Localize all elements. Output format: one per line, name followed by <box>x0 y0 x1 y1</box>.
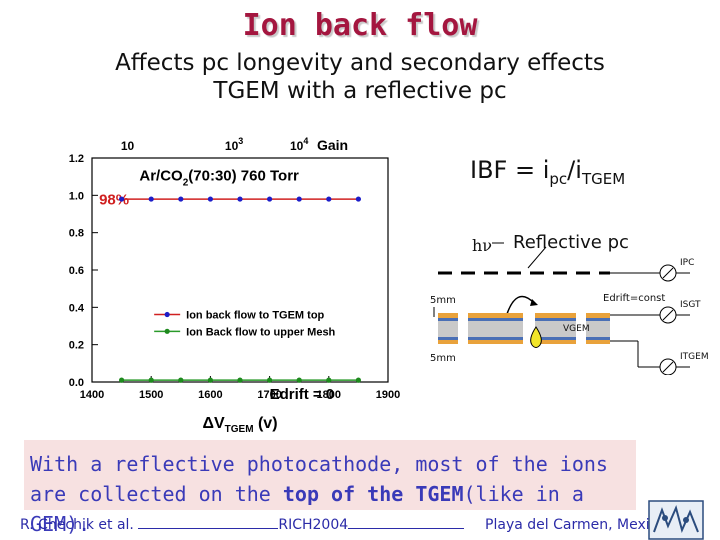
ion-arrowhead <box>530 299 538 306</box>
y-tick-label: 0.0 <box>69 377 84 389</box>
edrift-label: Edrift=const <box>603 293 665 304</box>
series-point <box>207 196 213 202</box>
x-tick-label: 1900 <box>376 389 400 401</box>
legend-marker <box>164 328 170 334</box>
footer-place: Playa del Carmen, Mexico <box>485 517 666 533</box>
gain-axis-label: Gain <box>317 137 348 153</box>
series-point <box>326 196 332 202</box>
x-tick-label: 1700 <box>257 389 281 401</box>
vgem-label: VGEM <box>563 324 590 334</box>
x-tick-label: 1400 <box>80 389 104 401</box>
gain-tick-label: 10 <box>121 139 135 153</box>
y-tick-label: 1.0 <box>69 190 84 202</box>
percent-label: 98% <box>99 192 129 209</box>
plot-frame <box>91 157 389 383</box>
series-point <box>267 377 273 383</box>
y-tick-label: 0.6 <box>69 265 84 277</box>
equation-sub-tgem: TGEM <box>581 169 626 188</box>
isgt-label: ISGT <box>680 300 701 310</box>
y-tick-label: 0.4 <box>69 302 85 314</box>
electron-drop <box>530 326 542 348</box>
setup-diagram: Reflective pc hν 5mm 5mm Edrift=const VG… <box>430 232 709 375</box>
gas-label: Ar/CO2(70:30) 760 Torr <box>139 167 299 188</box>
conclusion-note: With a reflective photocathode, most of … <box>24 440 636 536</box>
itgem-meter-arrow <box>662 361 674 373</box>
legend-label: Ion back flow to TGEM top <box>186 310 324 322</box>
tgem-hole-1 <box>458 313 468 344</box>
footer-author: R. Chechik et al. <box>20 517 134 533</box>
series-point <box>355 377 361 383</box>
series-point <box>119 196 125 202</box>
series-point <box>267 196 273 202</box>
footer-blank-2 <box>348 516 465 529</box>
series-point <box>237 196 243 202</box>
mm-top-label: 5mm <box>430 295 456 306</box>
note-text-1: With a reflective photocathode, most of … <box>30 452 608 506</box>
ipc-meter-arrow <box>662 267 674 279</box>
series-point <box>355 196 361 202</box>
footer-conf: RICH2004 <box>278 517 349 533</box>
series-point <box>178 377 184 383</box>
series-point <box>296 196 302 202</box>
reflective-pc-pointer <box>527 246 547 269</box>
series-point <box>148 196 154 202</box>
edrift-annotation: Edrift = 0 <box>270 386 335 403</box>
itgem-label: ITGEM <box>680 352 709 362</box>
ion-trajectory <box>505 295 535 318</box>
y-tick-label: 0.8 <box>69 228 84 240</box>
series-point <box>326 377 332 383</box>
legend-marker <box>164 311 170 318</box>
series-point <box>119 377 125 383</box>
equation-lhs: IBF = i <box>470 156 550 184</box>
x-tick-label: 1500 <box>139 389 163 401</box>
tgem-hole-3 <box>576 313 586 344</box>
equation-mid: /i <box>567 156 582 184</box>
legend-label: Ion Back flow to upper Mesh <box>186 326 335 338</box>
reflective-pc-label: Reflective pc <box>513 232 629 253</box>
series-point <box>296 377 302 383</box>
series-point <box>237 377 243 383</box>
ipc-label: IPC <box>680 258 694 268</box>
subtitle-line-1: Affects pc longevity and secondary effec… <box>115 50 605 76</box>
institute-logo-icon <box>648 500 704 540</box>
ibf-equation: IBF = ipc/iTGEM <box>470 156 625 188</box>
subtitle-line-2: TGEM with a reflective pc <box>213 78 507 104</box>
y-tick-label: 1.2 <box>69 153 84 165</box>
series-point <box>178 196 184 202</box>
slide-footer: R. Chechik et al. RICH2004 Playa del Car… <box>20 516 666 533</box>
note-bold: top of the TGEM <box>282 482 464 506</box>
equation-sub-pc: pc <box>549 169 568 188</box>
gain-tick-label: 104 <box>290 136 308 153</box>
hv-label: hν <box>472 236 492 255</box>
x-tick-label: 1800 <box>317 389 341 401</box>
x-axis-label: ΔVTGEM (v) <box>202 415 277 435</box>
series-point <box>148 377 154 383</box>
slide-title: Ion back flow <box>242 8 478 43</box>
gain-tick-label: 103 <box>225 136 243 153</box>
mm-bottom-label: 5mm <box>430 353 456 364</box>
note-text-2: (like in a GEM). <box>30 482 584 536</box>
footer-blank-1 <box>138 516 279 529</box>
y-tick-label: 0.2 <box>69 340 84 352</box>
series-point <box>207 377 213 383</box>
ibf-chart: 0.0 0.2 0.4 0.6 0.8 1.0 1.2 1400 1500 1600 1700 180… <box>69 136 401 435</box>
x-tick-label: 1600 <box>198 389 222 401</box>
isgt-meter-arrow <box>662 309 674 321</box>
